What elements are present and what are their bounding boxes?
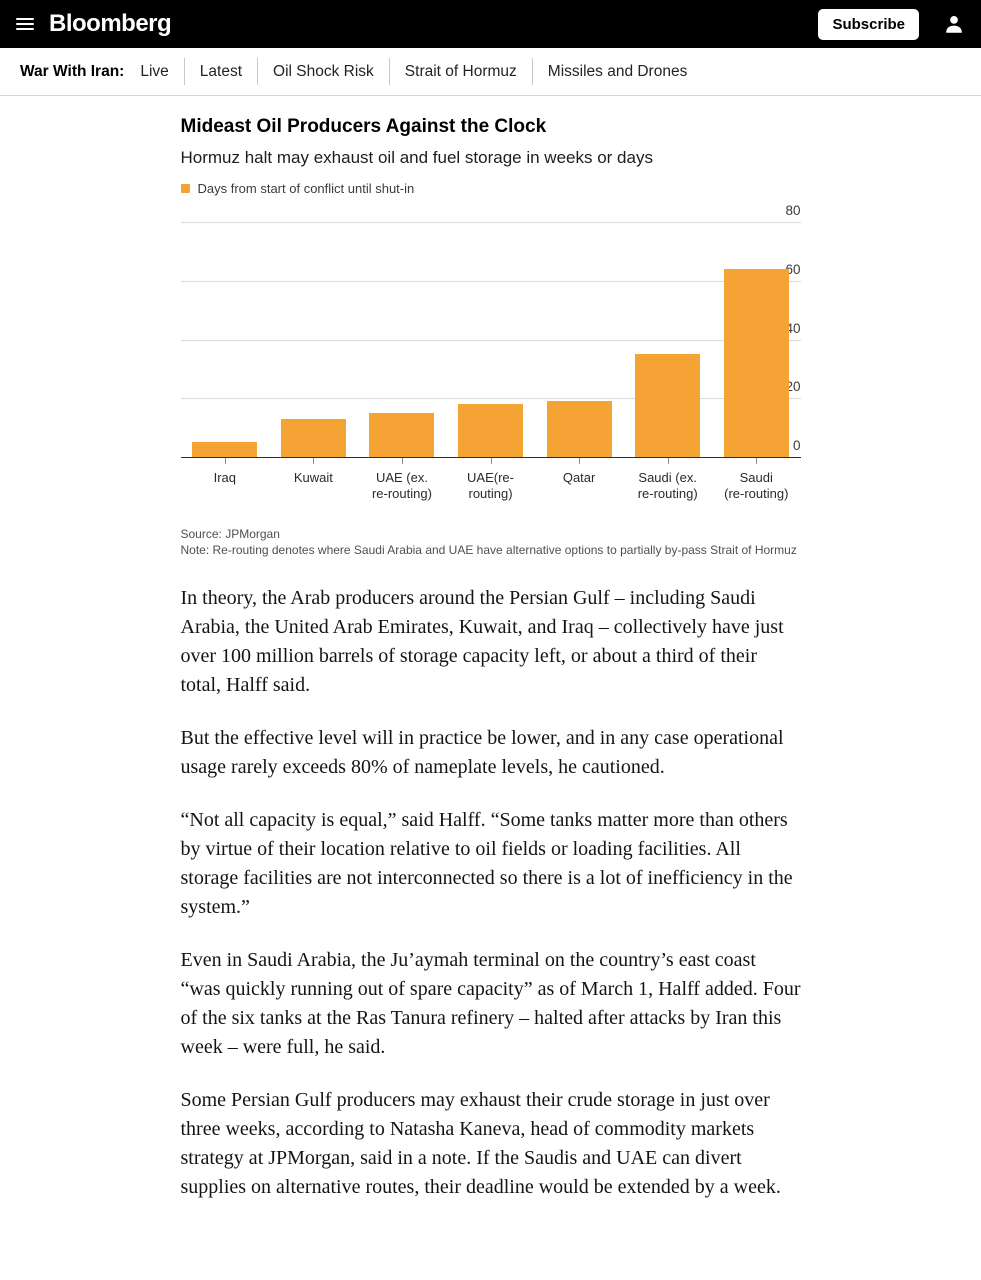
article-content: Mideast Oil Producers Against the Clock …	[180, 115, 801, 1202]
x-label-qatar: Qatar	[562, 470, 596, 485]
person-icon[interactable]	[943, 13, 965, 35]
nav-divider	[257, 58, 259, 85]
bar-iraq	[192, 442, 258, 457]
x-axis-tick-qatar	[579, 458, 581, 464]
y-axis-tick-80: 80	[785, 203, 801, 218]
topic-nav-link-latest[interactable]: Latest	[199, 62, 243, 80]
subscribe-button[interactable]: Subscribe	[818, 8, 919, 40]
chart-plot: 0 20 40 60 80	[180, 203, 801, 464]
bar-kuwait	[280, 418, 346, 457]
bloomberg-logo[interactable]: Bloomberg	[49, 10, 172, 37]
chart-source: Source: JPMorgan	[180, 527, 280, 541]
x-label-uae-re-routing: UAE(re-routing)	[467, 470, 514, 501]
gridline-60	[180, 280, 801, 282]
x-axis-tick-kuwait	[313, 458, 315, 464]
legend-label: Days from start of conflict until shut-i…	[197, 181, 415, 196]
bar-saudi-ex-re-routing	[635, 354, 701, 457]
topic-nav-link-live[interactable]: Live	[140, 62, 169, 80]
gridline-80	[180, 222, 801, 223]
topic-nav-link-strait-of-hormuz[interactable]: Strait of Hormuz	[404, 62, 517, 80]
nav-divider	[183, 58, 185, 85]
topic-nav-items: Live Latest Oil Shock Risk Strait of Hormuz…	[140, 48, 702, 95]
chart-x-labels: Iraq Kuwait UAE (ex. re-routing) UAE(re-rout…	[181, 470, 801, 502]
nav-divider	[531, 58, 533, 85]
top-header: Bloomberg Subscribe	[0, 0, 981, 48]
hamburger-icon[interactable]	[16, 18, 34, 30]
gridline-20	[180, 398, 801, 400]
x-axis-tick-uae-ex-re-routing	[401, 458, 403, 464]
x-label-saudi-ex-re-routing: Saudi (ex. re-routing)	[637, 470, 698, 501]
topic-nav-link-missiles-and-drones[interactable]: Missiles and Drones	[547, 62, 688, 80]
gridline-40	[180, 339, 801, 341]
chart-legend: Days from start of conflict until shut-i…	[180, 181, 801, 196]
article-paragraph-2: But the effective level will in practice…	[180, 727, 784, 778]
bar-uae-re-routing	[458, 404, 523, 457]
topic-nav-label: War With Iran:	[20, 62, 125, 80]
topic-nav-link-oil-shock-risk[interactable]: Oil Shock Risk	[273, 62, 374, 80]
article-paragraph-1: In theory, the Arab producers around the…	[180, 587, 784, 696]
nav-divider	[388, 58, 390, 85]
x-axis-tick-saudi-ex-re-routing	[667, 458, 669, 464]
article-paragraph-5: Some Persian Gulf producers may exhaust …	[180, 1089, 781, 1198]
x-axis-line	[180, 457, 801, 458]
legend-swatch-icon	[180, 184, 190, 193]
x-label-uae-ex-re-routing: UAE (ex. re-routing)	[371, 470, 432, 501]
x-axis-tick-iraq	[224, 458, 226, 464]
chart-subtitle: Hormuz halt may exhaust oil and fuel sto…	[180, 148, 653, 167]
article-paragraph-3: “Not all capacity is equal,” said Halff.…	[180, 809, 793, 918]
article-paragraph-4: Even in Saudi Arabia, the Ju’aymah termi…	[180, 949, 801, 1058]
x-label-iraq: Iraq	[213, 470, 236, 485]
bar-qatar	[546, 401, 612, 457]
bar-saudi-re-routing	[723, 269, 789, 457]
topic-nav: War With Iran: Live Latest Oil Shock Risk S…	[0, 48, 981, 96]
y-axis-tick-20: 20	[785, 379, 801, 395]
x-label-saudi-re-routing: Saudi (re-routing)	[724, 470, 789, 501]
bar-uae-ex-re-routing	[369, 412, 435, 457]
y-axis-tick-60: 60	[785, 261, 801, 277]
x-axis-tick-saudi-re-routing	[756, 458, 758, 464]
chart-note: Note: Re-routing denotes where Saudi Ara…	[180, 543, 797, 557]
y-axis-tick-0: 0	[792, 438, 801, 453]
y-axis-tick-40: 40	[785, 320, 801, 336]
chart-title: Mideast Oil Producers Against the Clock	[180, 116, 547, 137]
article-body: In theory, the Arab producers around the…	[181, 584, 801, 1202]
chart-source-note: Source: JPMorgan Note: Re-routing denote…	[181, 526, 801, 558]
x-label-kuwait: Kuwait	[293, 470, 333, 485]
x-axis-tick-uae-re-routing	[490, 458, 492, 464]
